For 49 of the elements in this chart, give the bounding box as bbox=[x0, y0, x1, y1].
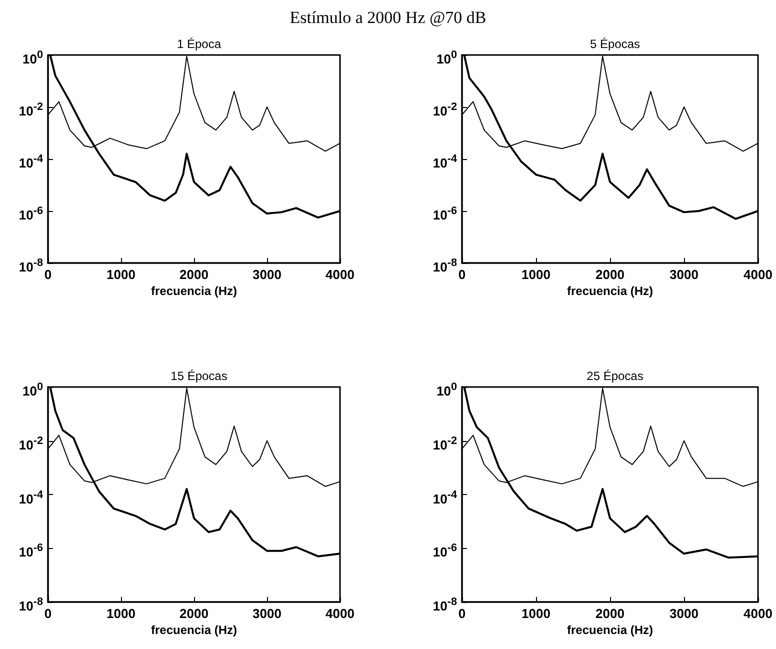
x-axis-title: frecuencia (Hz) bbox=[150, 284, 238, 298]
y-tick-label: 10$^{0}$ bbox=[436, 380, 457, 398]
x-tick-label: 3000 bbox=[670, 267, 698, 282]
y-tick-label: 10$^{-8}$ bbox=[432, 256, 457, 274]
x-tick-label: 3000 bbox=[252, 606, 282, 621]
x-tick-label: 0 bbox=[44, 606, 52, 621]
x-tick-label: 3000 bbox=[670, 606, 698, 621]
y-tick-label: 10$^{0}$ bbox=[436, 48, 457, 66]
x-tick-label: 0 bbox=[458, 606, 466, 621]
y-tick-label: 10$^{0}$ bbox=[22, 380, 43, 398]
x-tick-label: 2000 bbox=[180, 606, 208, 621]
chart-title: 1 Época bbox=[176, 37, 222, 51]
text: Estímulo a 2000 Hz @70 dB bbox=[288, 8, 488, 28]
y-tick-label: 10$^{-4}$ bbox=[18, 488, 43, 506]
x-axis-title: frecuencia (Hz) bbox=[566, 284, 654, 298]
x-tick-label: 1000 bbox=[522, 267, 550, 282]
x-axis-title: frecuencia (Hz) bbox=[566, 623, 654, 637]
y-tick-label: 10$^{-6}$ bbox=[432, 541, 457, 560]
y-tick-label: 10$^{-6}$ bbox=[432, 204, 457, 222]
y-tick-label: 10$^{-2}$ bbox=[432, 434, 457, 452]
y-tick-label: 10$^{-2}$ bbox=[432, 100, 457, 118]
chart-title: 15 Épocas bbox=[170, 369, 228, 383]
y-tick-label: 10$^{-4}$ bbox=[432, 152, 457, 170]
x-tick-label: 2000 bbox=[180, 267, 208, 282]
x-tick-label: 4000 bbox=[744, 606, 772, 621]
y-tick-label: 10$^{0}$ bbox=[22, 48, 43, 66]
y-tick-label: 10$^{-6}$ bbox=[18, 204, 43, 222]
x-axis-title: frecuencia (Hz) bbox=[150, 623, 238, 637]
x-tick-label: 2000 bbox=[596, 267, 624, 282]
x-tick-label: 3000 bbox=[252, 267, 282, 282]
chart-title: 25 Épocas bbox=[586, 369, 644, 383]
y-tick-label: 10$^{-8}$ bbox=[18, 595, 43, 614]
y-tick-label: 10$^{-8}$ bbox=[18, 256, 43, 274]
x-tick-label: 2000 bbox=[596, 606, 624, 621]
y-tick-label: 10$^{-6}$ bbox=[18, 541, 43, 560]
x-tick-label: 0 bbox=[458, 267, 466, 282]
chart-title: 5 Épocas bbox=[590, 37, 640, 51]
y-tick-label: 10$^{-4}$ bbox=[18, 152, 43, 170]
x-tick-label: 1000 bbox=[522, 606, 550, 621]
x-tick-label: 1000 bbox=[106, 606, 136, 621]
x-tick-label: 4000 bbox=[744, 267, 772, 282]
y-tick-label: 10$^{-2}$ bbox=[18, 100, 43, 118]
x-tick-label: 4000 bbox=[326, 267, 354, 282]
x-tick-label: 1000 bbox=[106, 267, 136, 282]
x-tick-label: 0 bbox=[44, 267, 52, 282]
x-tick-label: 4000 bbox=[326, 606, 354, 621]
y-tick-label: 10$^{-2}$ bbox=[18, 434, 43, 452]
y-tick-label: 10$^{-8}$ bbox=[432, 595, 457, 614]
y-tick-label: 10$^{-4}$ bbox=[432, 488, 457, 506]
